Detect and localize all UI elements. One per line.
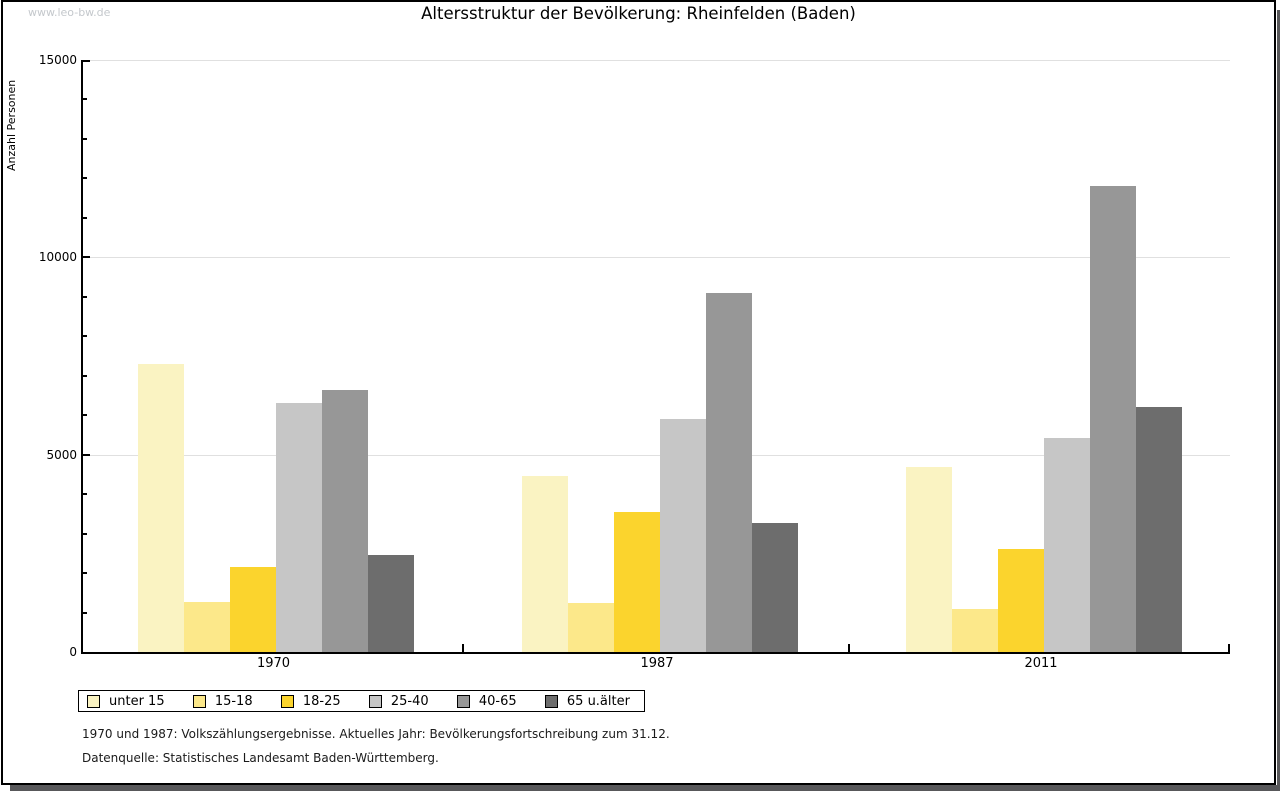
legend: unter 15 15-18 18-25 25-40 40-65 65 u.älter: [78, 690, 645, 712]
y-axis-tick: [83, 572, 87, 575]
frame-shadow-bottom: [10, 785, 1280, 791]
y-axis-title: Anzahl Personen: [5, 79, 18, 171]
legend-item: 15-18: [192, 693, 253, 709]
y-axis-tick: [83, 256, 90, 259]
x-category-label-1987: 1987: [640, 656, 674, 671]
watermark: www.leo-bw.de: [28, 6, 111, 19]
legend-swatch-icon: [87, 694, 100, 708]
y-axis-tick: [83, 611, 87, 614]
legend-swatch-icon: [544, 694, 558, 708]
legend-item: 65 u.älter: [544, 693, 630, 709]
legend-swatch-icon: [192, 694, 206, 708]
bar-25-40-2011: [1044, 438, 1090, 652]
plot-area: [81, 60, 1230, 654]
legend-item: 18-25: [280, 693, 341, 709]
y-axis-tick-label: 5000: [46, 447, 77, 462]
bar-25-40-1970: [276, 403, 322, 652]
footnote-1: 1970 und 1987: Volkszählungsergebnisse. …: [82, 727, 670, 741]
y-axis-tick-label: 15000: [38, 53, 77, 67]
legend-label: 65 u.älter: [566, 693, 630, 709]
y-axis-tick: [83, 137, 87, 140]
chart-title: Altersstruktur der Bevölkerung: Rheinfel…: [421, 4, 856, 23]
legend-swatch-icon: [456, 694, 470, 708]
x-category-label-2011: 2011: [1024, 656, 1058, 671]
bar-40-65-1970: [322, 389, 368, 652]
bar-unter-15-1987: [522, 476, 568, 652]
bar-15-18-1987: [568, 603, 614, 652]
bar-15-18-1970: [184, 601, 230, 652]
y-axis-tick: [83, 414, 87, 417]
legend-item: unter 15: [87, 693, 165, 709]
y-axis-tick-label: 10000: [38, 250, 77, 265]
y-axis-tick: [83, 295, 87, 298]
y-axis-tick: [83, 216, 87, 219]
y-axis-tick: [83, 532, 87, 535]
y-axis-tick: [83, 60, 90, 62]
footnote-2: Datenquelle: Statistisches Landesamt Bad…: [82, 751, 439, 765]
bar-unter-15-1970: [138, 363, 184, 652]
bar-unter-15-2011: [906, 466, 952, 652]
bar-18-25-1987: [614, 511, 660, 652]
legend-label: unter 15: [109, 693, 165, 709]
legend-label: 18-25: [302, 693, 341, 709]
legend-item: 40-65: [456, 693, 517, 709]
legend-swatch-icon: [280, 694, 294, 708]
x-category-label-1970: 1970: [256, 656, 291, 671]
legend-swatch-icon: [368, 694, 382, 708]
legend-label: 15-18: [214, 693, 253, 709]
x-axis-tick: [462, 644, 464, 652]
grid-line: [83, 454, 1230, 456]
legend-label: 40-65: [478, 693, 517, 709]
bar-25-40-1987: [660, 419, 706, 652]
bar-18-25-2011: [998, 549, 1044, 652]
y-axis-tick: [83, 453, 90, 456]
legend-item: 25-40: [368, 693, 429, 709]
bar-40-65-1987: [706, 292, 752, 652]
bar-65-u-lter-1970: [368, 555, 414, 652]
bar-15-18-2011: [952, 609, 998, 652]
grid-line: [83, 60, 1230, 61]
y-axis-tick: [83, 335, 87, 338]
y-axis-tick-label: 0: [69, 645, 77, 659]
y-axis-tick: [83, 374, 87, 377]
y-axis-tick: [83, 493, 87, 496]
legend-label: 25-40: [390, 693, 429, 709]
x-axis-tick: [1228, 644, 1230, 652]
bar-65-u-lter-1987: [752, 522, 798, 652]
bar-18-25-1970: [230, 567, 276, 652]
y-axis-tick: [83, 98, 87, 101]
y-axis-tick: [83, 177, 87, 180]
bar-40-65-2011: [1090, 185, 1136, 652]
frame-shadow-right: [1277, 10, 1280, 791]
bar-65-u-lter-2011: [1136, 406, 1182, 652]
x-axis-tick: [848, 644, 850, 652]
grid-line: [83, 257, 1230, 259]
